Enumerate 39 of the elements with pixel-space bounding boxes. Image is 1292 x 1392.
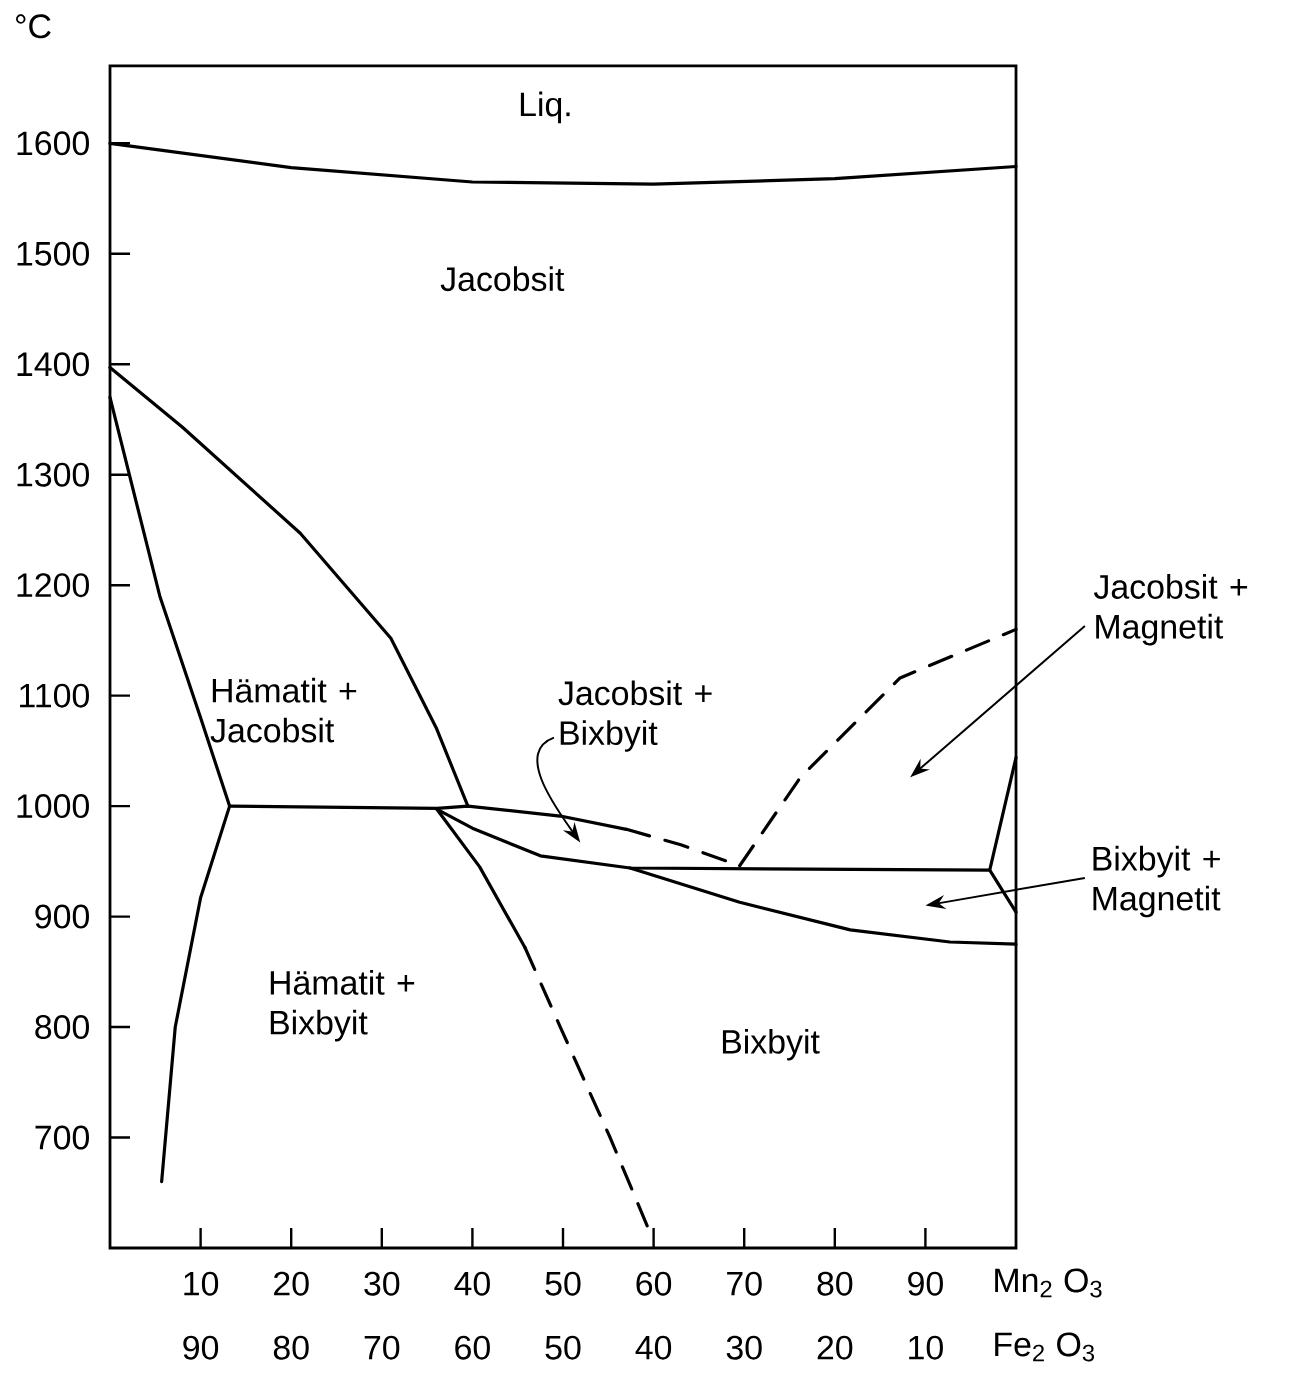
x-axis-title: Mn$_{2}$ O$_{3}$: [995, 1268, 1102, 1298]
x2-axis-title: Fe$_{2}$ O$_{3}$: [995, 1332, 1095, 1362]
x-tick-label: 50: [545, 1271, 581, 1296]
x2-tick-label: 90: [183, 1335, 219, 1360]
x-tick-label: 40: [454, 1271, 490, 1296]
y-axis-title: °C: [16, 14, 51, 39]
x-tick-label: 60: [636, 1271, 672, 1296]
x2-tick-label: 20: [817, 1335, 853, 1360]
y-tick-label: 1400: [17, 352, 89, 377]
y-tick-label: 1000: [17, 794, 89, 819]
text: Bixbyit + Magnetit: [1093, 845, 1221, 918]
annotation: Liq.: [520, 91, 570, 124]
x-tick-label: 20: [274, 1271, 309, 1296]
x2-tick-label: 40: [635, 1335, 672, 1360]
x2-tick-label: 60: [455, 1335, 490, 1360]
x-tick-label: 90: [908, 1271, 943, 1296]
y-tick-label: 1600: [17, 131, 89, 156]
x-tick-label: 80: [817, 1271, 853, 1296]
x2-tick-label: 70: [364, 1335, 400, 1360]
y-tick-label: 800: [35, 1015, 89, 1040]
x2-tick-label: 10: [909, 1335, 943, 1360]
annotation: Hämatit + Bixbyit: [270, 969, 415, 1042]
y-tick-label: 900: [35, 904, 89, 929]
y-tick-label: 700: [35, 1125, 89, 1150]
text: Jacobsit + Magnetit: [1093, 574, 1248, 646]
y-tick-label: 1200: [17, 573, 89, 598]
y-tick-label: 1100: [20, 683, 89, 708]
y-tick-label: 1500: [17, 241, 89, 266]
y-tick-label: 1300: [17, 462, 89, 487]
x2-tick-label: 50: [545, 1335, 581, 1360]
x-tick-label: 30: [364, 1271, 400, 1296]
annotation: Bixbyit: [722, 1028, 820, 1061]
annotation: Jacobsit + Bixbyit: [558, 680, 712, 752]
x2-tick-label: 80: [273, 1335, 309, 1360]
x2-tick-label: 30: [726, 1335, 762, 1360]
x-tick-label: 10: [184, 1271, 219, 1296]
annotation: Hämatit + Jacobsit: [210, 677, 357, 743]
annotation: Jacobsit: [440, 266, 565, 292]
x-tick-label: 70: [727, 1271, 762, 1296]
